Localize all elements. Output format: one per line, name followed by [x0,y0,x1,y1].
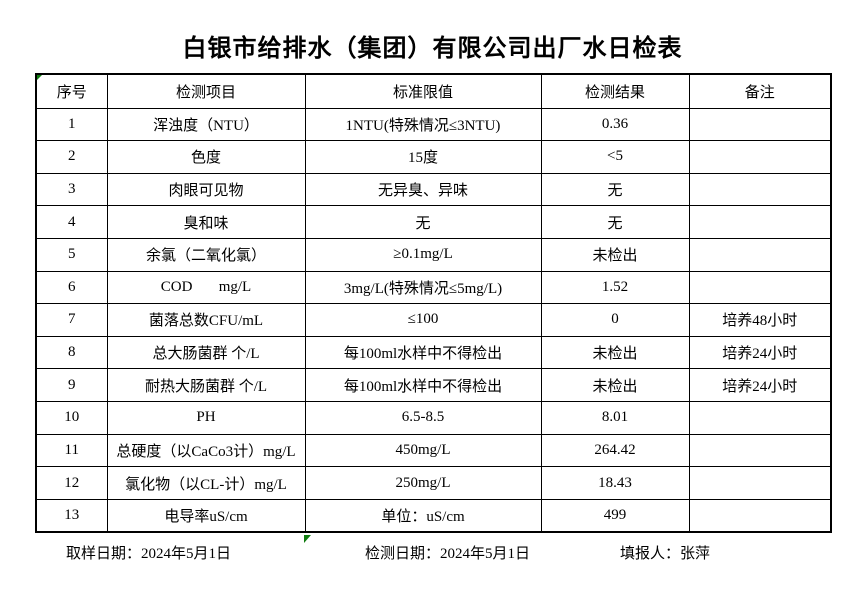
table-row: 2 色度 15度 <5 [35,140,832,174]
note-cell: 培养24小时 [688,335,832,370]
standard-cell: 6.5-8.5 [304,400,542,435]
note-cell [688,140,832,174]
item-cell: 总硬度（以CaCo3计）mg/L [106,433,306,468]
table-row: 13 电导率uS/cm 单位：uS/cm 499 [35,498,832,533]
item-cell: 耐热大肠菌群 个/L [106,368,306,402]
row-no-cell: 4 [35,205,108,239]
row-no-cell: 8 [35,335,108,370]
note-cell [688,237,832,272]
item-cell: 总大肠菌群 个/L [106,335,306,370]
standard-cell: 每100ml水样中不得检出 [304,368,542,402]
item-cell: 菌落总数CFU/mL [106,303,306,337]
header-row: 序号 检测项目 标准限值 检测结果 备注 [35,73,832,109]
daily-inspection-table: 序号 检测项目 标准限值 检测结果 备注 1 浑浊度（NTU） 1NTU(特殊情… [35,73,832,533]
row-no-cell: 6 [35,270,108,305]
standard-cell: 每100ml水样中不得检出 [304,335,542,370]
table-row: 8 总大肠菌群 个/L 每100ml水样中不得检出 未检出 培养24小时 [35,335,832,370]
standard-cell: 无异臭、异味 [304,172,542,207]
column-header-result: 检测结果 [540,73,690,109]
note-cell [688,107,832,142]
page-title: 白银市给排水（集团）有限公司出厂水日检表 [182,36,683,62]
item-cell: PH [106,400,306,435]
item-cell: 余氯（二氧化氯） [106,237,306,272]
note-cell [688,270,832,305]
standard-cell: ≤100 [304,303,542,337]
item-cell: 电导率uS/cm [106,498,306,533]
table-row: 11 总硬度（以CaCo3计）mg/L 450mg/L 264.42 [35,433,832,468]
result-cell: 未检出 [540,335,690,370]
standard-cell: 无 [304,205,542,239]
item-cell: 氯化物（以CL-计）mg/L [106,466,306,500]
column-header-item: 检测项目 [106,73,306,109]
table-row: 3 肉眼可见物 无异臭、异味 无 [35,172,832,207]
standard-cell: 1NTU(特殊情况≤3NTU) [304,107,542,142]
item-cell: 色度 [106,140,306,174]
note-cell [688,433,832,468]
table-row: 1 浑浊度（NTU） 1NTU(特殊情况≤3NTU) 0.36 [35,107,832,142]
result-cell: 0 [540,303,690,337]
result-cell: 264.42 [540,433,690,468]
row-no-cell: 3 [35,172,108,207]
row-no-cell: 9 [35,368,108,402]
cell-flag-icon [37,75,42,80]
reporter-text: 填报人：张萍 [620,546,711,562]
row-no-cell: 13 [35,498,108,533]
result-cell: 0.36 [540,107,690,142]
row-no-cell: 2 [35,140,108,174]
result-cell: 无 [540,172,690,207]
standard-cell: ≥0.1mg/L [304,237,542,272]
test-date-text: 检测日期：2024年5月1日 [365,546,531,562]
row-no-cell: 1 [35,107,108,142]
item-cell: 臭和味 [106,205,306,239]
standard-cell: 单位：uS/cm [304,498,542,533]
row-no-cell: 7 [35,303,108,337]
result-cell: <5 [540,140,690,174]
standard-cell: 3mg/L(特殊情况≤5mg/L) [304,270,542,305]
item-cell: 肉眼可见物 [106,172,306,207]
result-cell: 8.01 [540,400,690,435]
result-cell: 无 [540,205,690,239]
note-cell [688,466,832,500]
result-cell: 未检出 [540,237,690,272]
note-cell [688,205,832,239]
result-cell: 未检出 [540,368,690,402]
item-cell: COD mg/L [106,270,306,305]
note-cell: 培养24小时 [688,368,832,402]
note-cell [688,172,832,207]
table-row: 4 臭和味 无 无 [35,205,832,239]
table-row: 9 耐热大肠菌群 个/L 每100ml水样中不得检出 未检出 培养24小时 [35,368,832,402]
standard-cell: 15度 [304,140,542,174]
table-row: 5 余氯（二氧化氯） ≥0.1mg/L 未检出 [35,237,832,272]
row-no-cell: 10 [35,400,108,435]
standard-cell: 250mg/L [304,466,542,500]
standard-cell: 450mg/L [304,433,542,468]
note-cell [688,400,832,435]
table-row: 12 氯化物（以CL-计）mg/L 250mg/L 18.43 [35,466,832,500]
table-row: 10 PH 6.5-8.5 8.01 [35,400,832,435]
row-no-cell: 5 [35,237,108,272]
column-header-note: 备注 [688,73,832,109]
column-header-no: 序号 [35,73,108,109]
table-row: 6 COD mg/L 3mg/L(特殊情况≤5mg/L) 1.52 [35,270,832,305]
note-cell: 培养48小时 [688,303,832,337]
row-no-cell: 12 [35,466,108,500]
table-row: 7 菌落总数CFU/mL ≤100 0 培养48小时 [35,303,832,337]
column-header-standard: 标准限值 [304,73,542,109]
cell-flag-icon [304,535,311,543]
item-cell: 浑浊度（NTU） [106,107,306,142]
result-cell: 18.43 [540,466,690,500]
result-cell: 1.52 [540,270,690,305]
row-no-cell: 11 [35,433,108,468]
result-cell: 499 [540,498,690,533]
sampling-date-text: 取样日期：2024年5月1日 [66,546,232,562]
note-cell [688,498,832,533]
